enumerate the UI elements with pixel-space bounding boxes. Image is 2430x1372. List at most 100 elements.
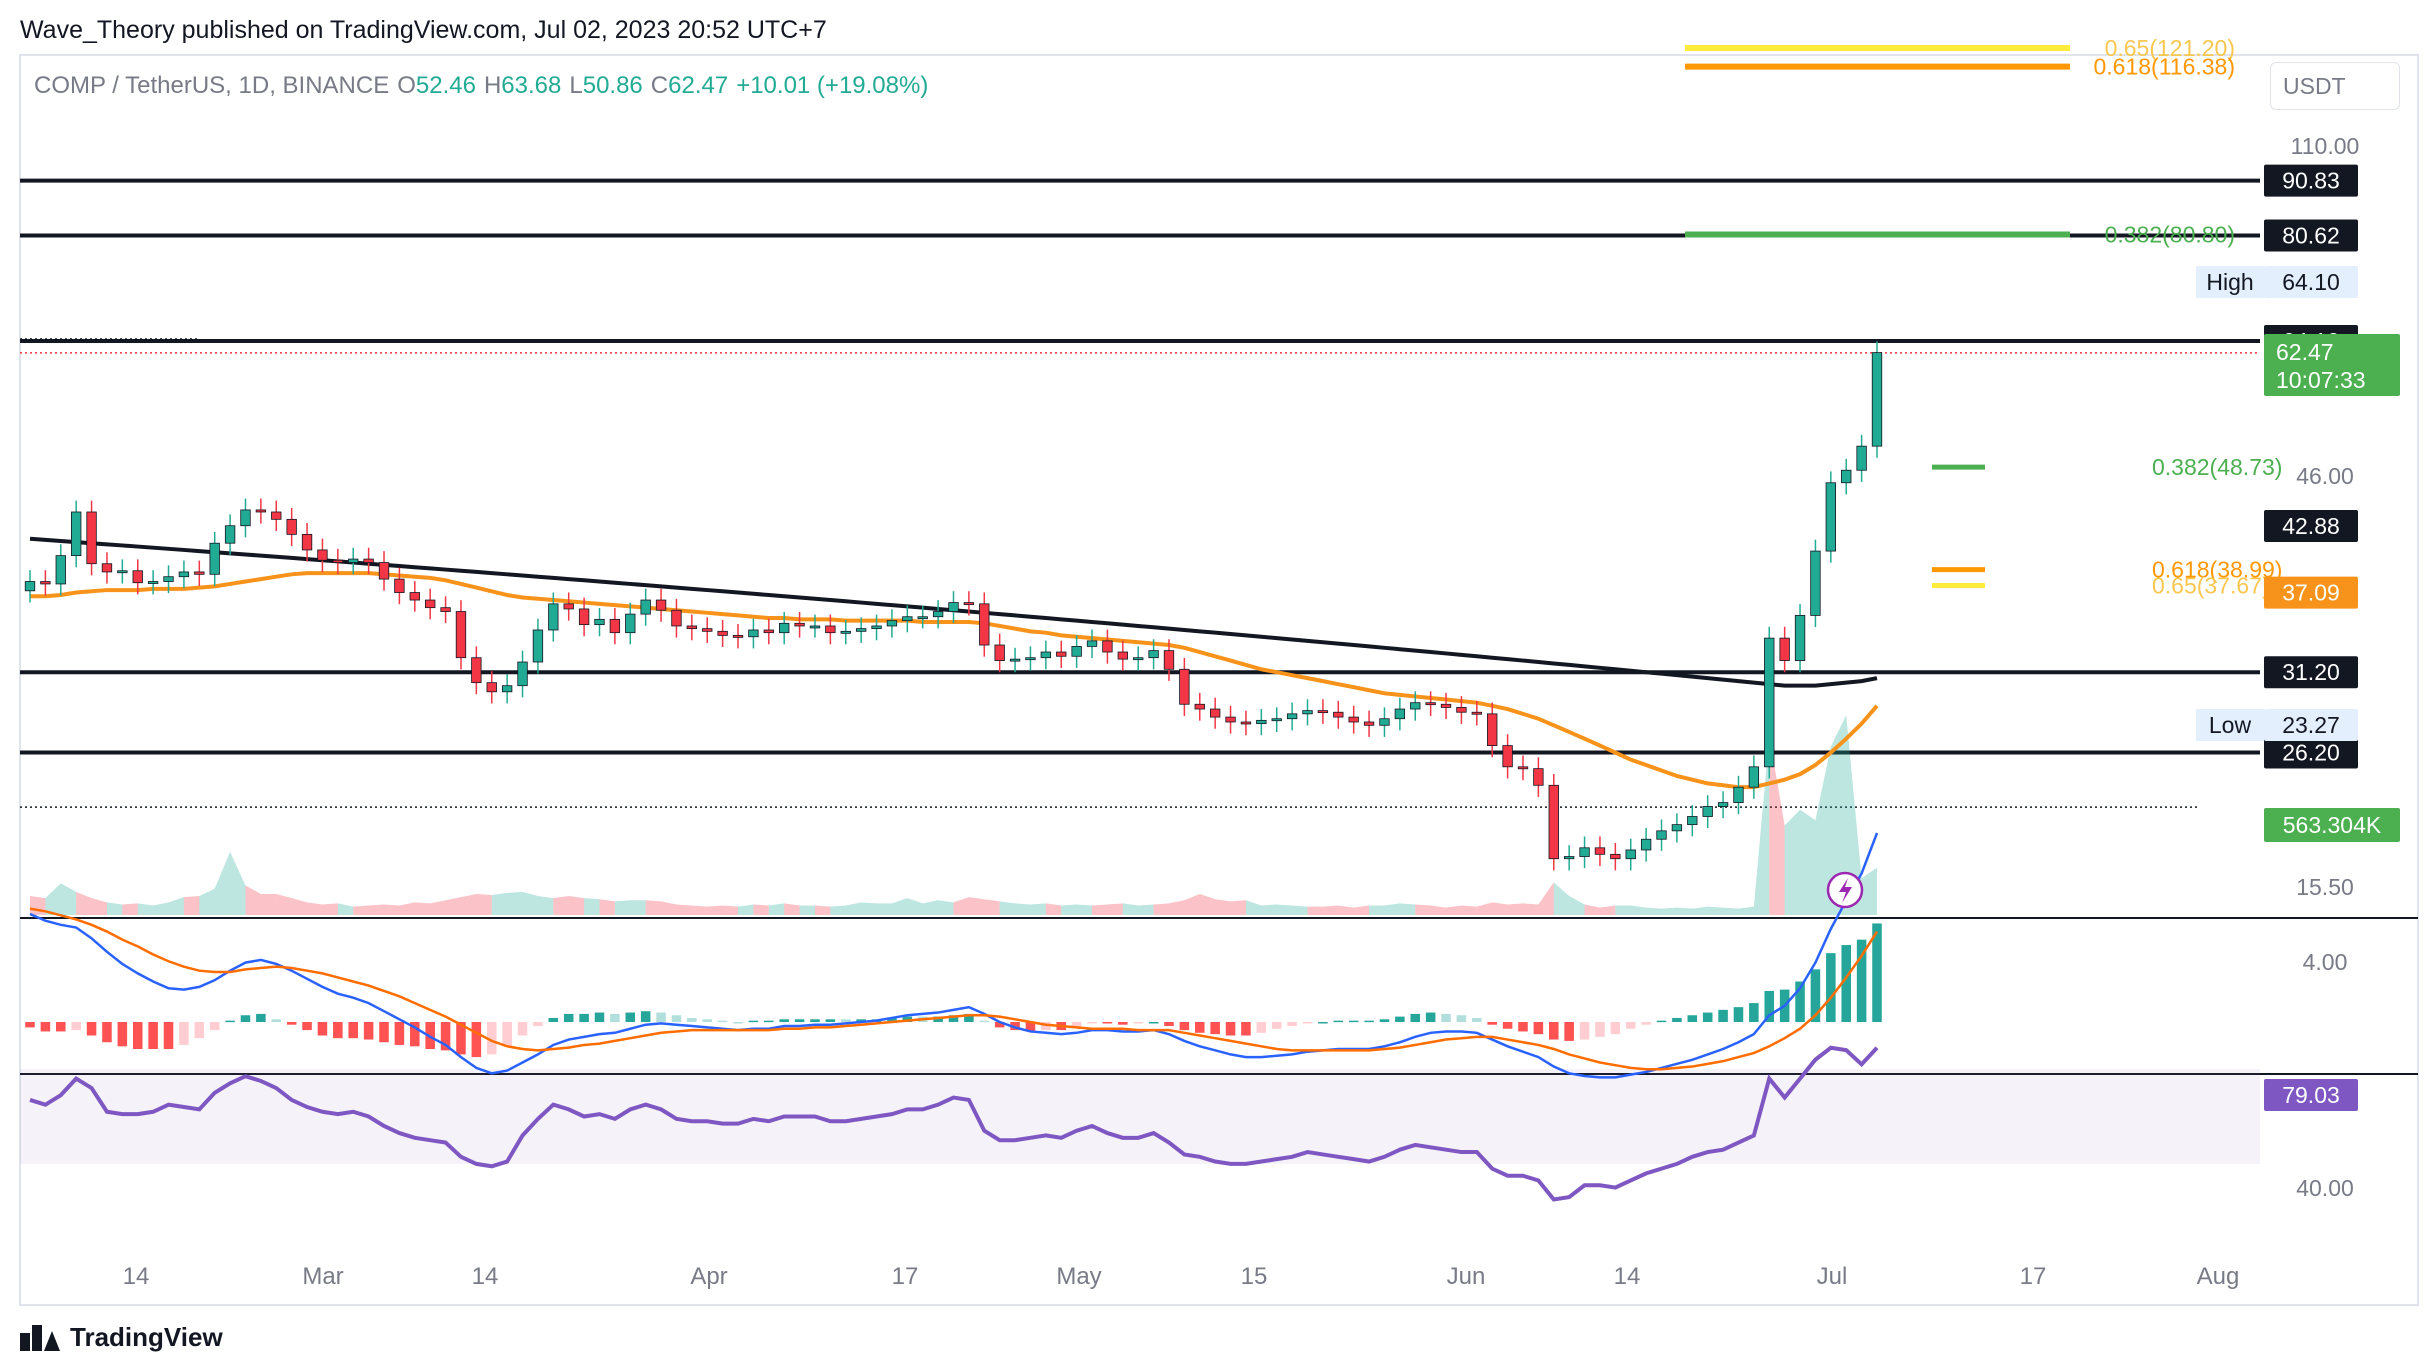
candle-body <box>1563 856 1575 860</box>
low-label: L <box>569 72 583 99</box>
candle-body <box>1702 806 1713 817</box>
macd-histogram-bar <box>1010 1022 1020 1031</box>
macd-histogram-bar <box>840 1019 851 1022</box>
candle-body <box>1856 445 1867 471</box>
macd-histogram-bar <box>1718 1009 1728 1022</box>
volume-segment <box>1045 903 1062 915</box>
candle-body <box>1056 651 1067 657</box>
symbol-name[interactable]: COMP / TetherUS, 1D, BINANCE <box>34 72 390 99</box>
macd-histogram-bar <box>964 1013 974 1022</box>
volume-segment <box>1723 907 1739 915</box>
currency-button[interactable]: USDT <box>2270 62 2400 110</box>
publisher-line: Wave_Theory published on TradingView.com… <box>20 16 827 44</box>
volume-segment <box>307 902 323 915</box>
time-axis-label-0: 14 <box>123 1263 150 1290</box>
volume-segment <box>214 851 231 915</box>
macd-histogram-bar <box>363 1022 374 1040</box>
volume-segment <box>1599 905 1616 915</box>
volume-segment <box>1661 907 1677 915</box>
macd-histogram-bar <box>625 1012 636 1022</box>
low-label: Low <box>2209 712 2252 738</box>
volume-segment <box>876 903 892 915</box>
candle-body <box>425 599 436 609</box>
macd-histogram-bar <box>563 1013 574 1022</box>
candle-body <box>1009 658 1021 662</box>
candle-body <box>194 571 205 575</box>
candle-body <box>686 625 698 630</box>
macd-histogram-bar <box>933 1016 943 1022</box>
macd-histogram-bar <box>1533 1022 1544 1035</box>
macd-histogram-bar <box>687 1017 697 1022</box>
candle-body <box>1333 711 1344 718</box>
macd-histogram-bar <box>1595 1022 1605 1037</box>
candle-body <box>1194 703 1205 710</box>
volume-segment <box>1215 899 1231 915</box>
rsi-line <box>29 1045 1879 1202</box>
macd-histogram-bar <box>1672 1017 1682 1022</box>
volume-segment <box>845 902 862 915</box>
tradingview-logo[interactable]: TradingView <box>20 1322 223 1353</box>
candle-body <box>1179 668 1190 705</box>
macd-histogram-bar <box>1625 1022 1636 1029</box>
macd-histogram-bar <box>102 1022 112 1043</box>
candle-body <box>794 622 805 627</box>
macd-histogram-bar <box>717 1020 728 1023</box>
time-axis-label-6: 15 <box>1241 1263 1268 1290</box>
volume-segment <box>861 902 877 915</box>
volume-segment <box>891 898 908 915</box>
volume-segment <box>1507 903 1523 915</box>
macd-histogram-bar <box>733 1022 743 1024</box>
volume-segment <box>784 903 800 915</box>
price-axis-label-2: 15.50 <box>2296 874 2354 900</box>
macd-histogram-bar <box>671 1015 682 1022</box>
candle-body <box>855 628 867 632</box>
volume-segment <box>399 902 415 915</box>
volume-segment <box>1061 904 1077 915</box>
volume-segment <box>1199 893 1216 915</box>
fib-label-3: 0.382(48.73) <box>2152 454 2282 480</box>
candle-body <box>271 511 282 520</box>
candle-body <box>317 549 328 561</box>
volume-segment <box>1107 903 1123 915</box>
lightning-bolt <box>1839 878 1852 903</box>
volume-segment <box>1338 905 1354 915</box>
rsi-tag: 79.03 <box>2282 1082 2340 1108</box>
candle-body <box>825 625 836 634</box>
candle-body <box>1410 702 1421 710</box>
macd-histogram-bar <box>179 1022 189 1045</box>
fib-label-4: 0.618(38.99) <box>2152 557 2282 583</box>
volume-segment <box>1092 904 1108 915</box>
macd-histogram-bar <box>1025 1022 1036 1032</box>
candle-body <box>471 657 482 684</box>
macd-histogram-bar <box>1102 1022 1113 1024</box>
macd-histogram-bar <box>1179 1022 1190 1031</box>
candle-body <box>1025 657 1036 661</box>
candle-body <box>655 599 667 611</box>
volume-segment <box>1245 900 1262 915</box>
volume-tag-bg <box>2264 808 2400 842</box>
time-axis-label-2: 14 <box>472 1263 499 1290</box>
candle-body <box>948 602 959 612</box>
candle-body <box>455 611 467 659</box>
macd-histogram-bar <box>1287 1022 1297 1027</box>
candle-body <box>1548 784 1559 860</box>
volume-segment <box>753 904 769 915</box>
volume-segment <box>1322 905 1339 915</box>
volume-segment <box>1430 905 1447 915</box>
candle-body <box>1717 802 1729 807</box>
macd-histogram-bar <box>1164 1022 1174 1027</box>
level-tag-4: 26.20 <box>2282 740 2340 766</box>
volume-segment <box>384 904 400 915</box>
volume-segment <box>1292 905 1308 915</box>
volume-segment <box>445 897 461 915</box>
macd-histogram-bar <box>410 1022 420 1047</box>
high-label: High <box>2206 269 2253 295</box>
candle-body <box>501 685 513 693</box>
close-label: C <box>650 72 669 99</box>
volume-segment <box>230 851 246 915</box>
macd-histogram-bar <box>1749 1003 1759 1022</box>
candle-body <box>871 625 882 630</box>
candle-body <box>486 682 497 693</box>
volume-segment <box>1230 900 1246 915</box>
